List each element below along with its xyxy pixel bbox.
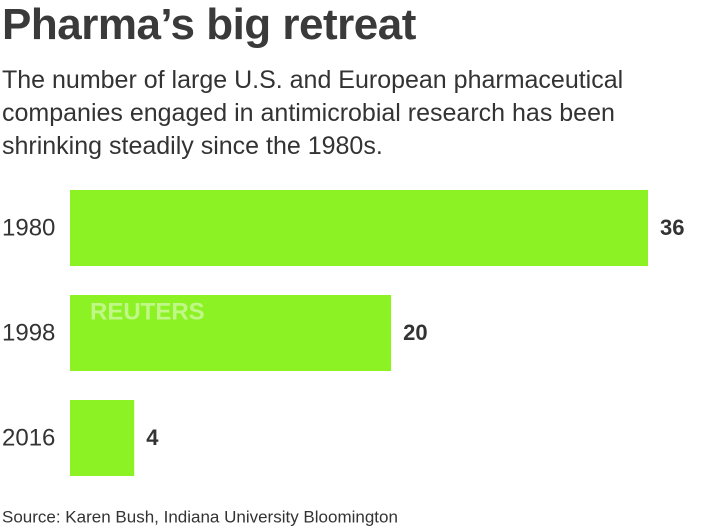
bar [70,295,392,371]
value-label: 4 [146,425,159,450]
bar [70,400,135,476]
y-tick-label: 1998 [2,319,55,346]
chart-title: Pharma’s big retreat [2,0,416,49]
chart-subtitle: The number of large U.S. and European ph… [2,66,624,160]
y-tick-label: 1980 [2,214,55,241]
y-tick-label: 2016 [2,424,55,451]
value-label: 36 [660,215,684,240]
source-note: Source: Karen Bush, Indiana University B… [2,507,398,526]
value-label: 20 [403,320,427,345]
bar [70,190,648,266]
watermark: REUTERS [90,298,205,325]
